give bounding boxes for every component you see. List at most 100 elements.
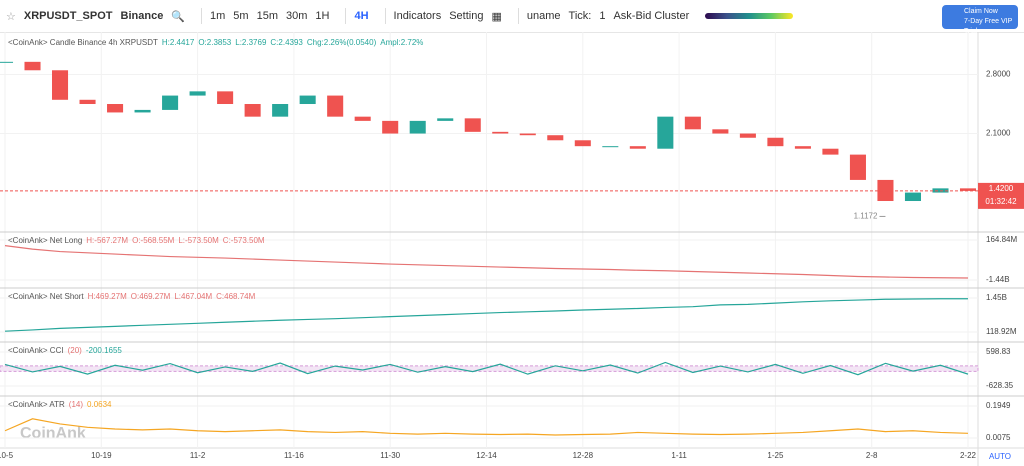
legend-text: <CoinAnk> Net Short (8, 292, 84, 301)
tick-value[interactable]: 1 (599, 10, 606, 22)
y-tick-label: 2.1000 (986, 129, 1011, 138)
vip-button[interactable]: Claim Now 7-Day Free VIP Trial (942, 5, 1018, 35)
star[interactable]: ☆ (6, 10, 16, 23)
interval[interactable]: 5m (233, 10, 249, 22)
legend-text: O:469.27M (131, 292, 171, 301)
legend-text: C:2.4393 (270, 38, 303, 47)
candle-body (739, 133, 756, 138)
legend-text: <CoinAnk> ATR (8, 400, 65, 409)
legend-text: L:2.3769 (235, 38, 267, 47)
candle-body (712, 129, 729, 134)
legend-text: -200.1655 (86, 346, 123, 355)
candle-body (959, 188, 977, 191)
legend-text: H:2.4417 (162, 38, 195, 47)
candle-body (492, 131, 509, 134)
y-tick-label: -1.44B (986, 275, 1010, 284)
exchange[interactable]: Binance (120, 10, 164, 22)
y-tick-label: 118.92M (986, 327, 1017, 336)
y-tick-label: -628.35 (986, 381, 1014, 390)
interval[interactable]: 1H (315, 10, 330, 22)
candle-body (547, 135, 564, 141)
legend-text: (14) (69, 400, 84, 409)
candle-body (657, 116, 674, 149)
y-tick-label: 164.84M (986, 235, 1017, 244)
candle-body (684, 116, 701, 130)
cci-band (0, 365, 979, 372)
candle-body (162, 95, 179, 110)
series-line (4, 298, 968, 332)
interval[interactable]: 15m (256, 10, 278, 22)
candle-body (382, 120, 399, 134)
legend-text: H:469.27M (88, 292, 127, 301)
x-tick-label: 1-25 (767, 451, 784, 460)
legend-text: C:468.74M (216, 292, 255, 301)
legend-text: <CoinAnk> Candle Binance 4h XRPUSDT (8, 38, 158, 47)
x-tick-label: 10-19 (91, 451, 112, 460)
candle-body (904, 192, 921, 202)
y-tick-label: 0.0075 (986, 433, 1011, 442)
vip-line: 7-Day Free VIP Trial (964, 18, 1013, 35)
y-tick-label: 0.1949 (986, 401, 1011, 410)
user[interactable]: uname (526, 10, 561, 22)
interval[interactable]: 1m (210, 10, 226, 22)
candle-body (767, 137, 784, 147)
vip-line: Claim Now (964, 8, 998, 15)
interval-active[interactable]: 4H (354, 10, 369, 22)
x-tick-label: 12-14 (476, 451, 497, 460)
heat-gradient[interactable] (705, 13, 794, 19)
chart: CoinAnk AUTO 10-5 10-19 11-2 11-16 11-30 12-1… (0, 32, 1024, 466)
y-tick-label: 598.83 (986, 347, 1011, 356)
candle-body (244, 104, 261, 117)
candle-body (24, 61, 41, 71)
candle-body (464, 118, 481, 132)
series-line (4, 245, 969, 279)
candle-body (79, 99, 96, 105)
x-tick-label: 10-5 (0, 451, 14, 460)
candle-body (189, 91, 206, 96)
candle-body (299, 95, 316, 105)
candle-body (107, 104, 124, 113)
x-tick-label: 11-30 (380, 451, 400, 460)
legend-text: Chg:2.26%(0.0540) (307, 38, 377, 47)
candle-body (602, 146, 619, 148)
candle-body (849, 154, 866, 180)
watermark: CoinAnk (20, 425, 86, 442)
legend-text: O:2.3853 (198, 38, 231, 47)
candle-body (629, 146, 646, 149)
candle-body (134, 109, 151, 113)
cluster[interactable]: Ask-Bid Cluster (613, 10, 690, 22)
candle-body (217, 91, 234, 105)
legend-text: C:-573.50M (223, 236, 265, 245)
legend-text: 0.0634 (87, 400, 112, 409)
legend-text: <CoinAnk> CCI (8, 346, 64, 355)
candle-body (327, 95, 344, 117)
legend-text: Ampl:2.72% (380, 38, 423, 47)
indicators[interactable]: Indicators (393, 10, 442, 22)
low-label: 1.1172 (854, 212, 878, 221)
auto-button[interactable]: AUTO (989, 452, 1011, 461)
layout[interactable]: ▦ (491, 10, 502, 23)
symbol[interactable]: XRPUSDT_SPOT (23, 10, 113, 22)
candle-body (272, 104, 289, 117)
candle-body (0, 61, 14, 63)
series-line (4, 361, 969, 376)
x-tick-label: 11-2 (190, 451, 206, 460)
setting[interactable]: Setting (449, 10, 484, 22)
candle-body (437, 118, 454, 121)
candle-body (409, 120, 426, 134)
candle-body (574, 140, 591, 147)
candle-body (519, 133, 536, 136)
x-tick-label: 2-22 (960, 451, 977, 460)
search[interactable]: 🔍 (171, 10, 186, 23)
toolbar: ☆ XRPUSDT_SPOT Binance 🔍 1m 5m 15m 30m 1… (0, 0, 1024, 35)
candle-body (52, 70, 69, 100)
y-tick-label: 1.45B (986, 293, 1007, 302)
legend-text: O:-568.55M (132, 236, 175, 245)
candle-body (354, 116, 371, 121)
candle-body (822, 148, 839, 155)
x-tick-label: 2-8 (866, 451, 878, 460)
series-line (4, 418, 969, 436)
last-price-box (978, 182, 1024, 209)
legend-text: H:-567.27M (86, 236, 128, 245)
interval[interactable]: 30m (285, 10, 308, 22)
